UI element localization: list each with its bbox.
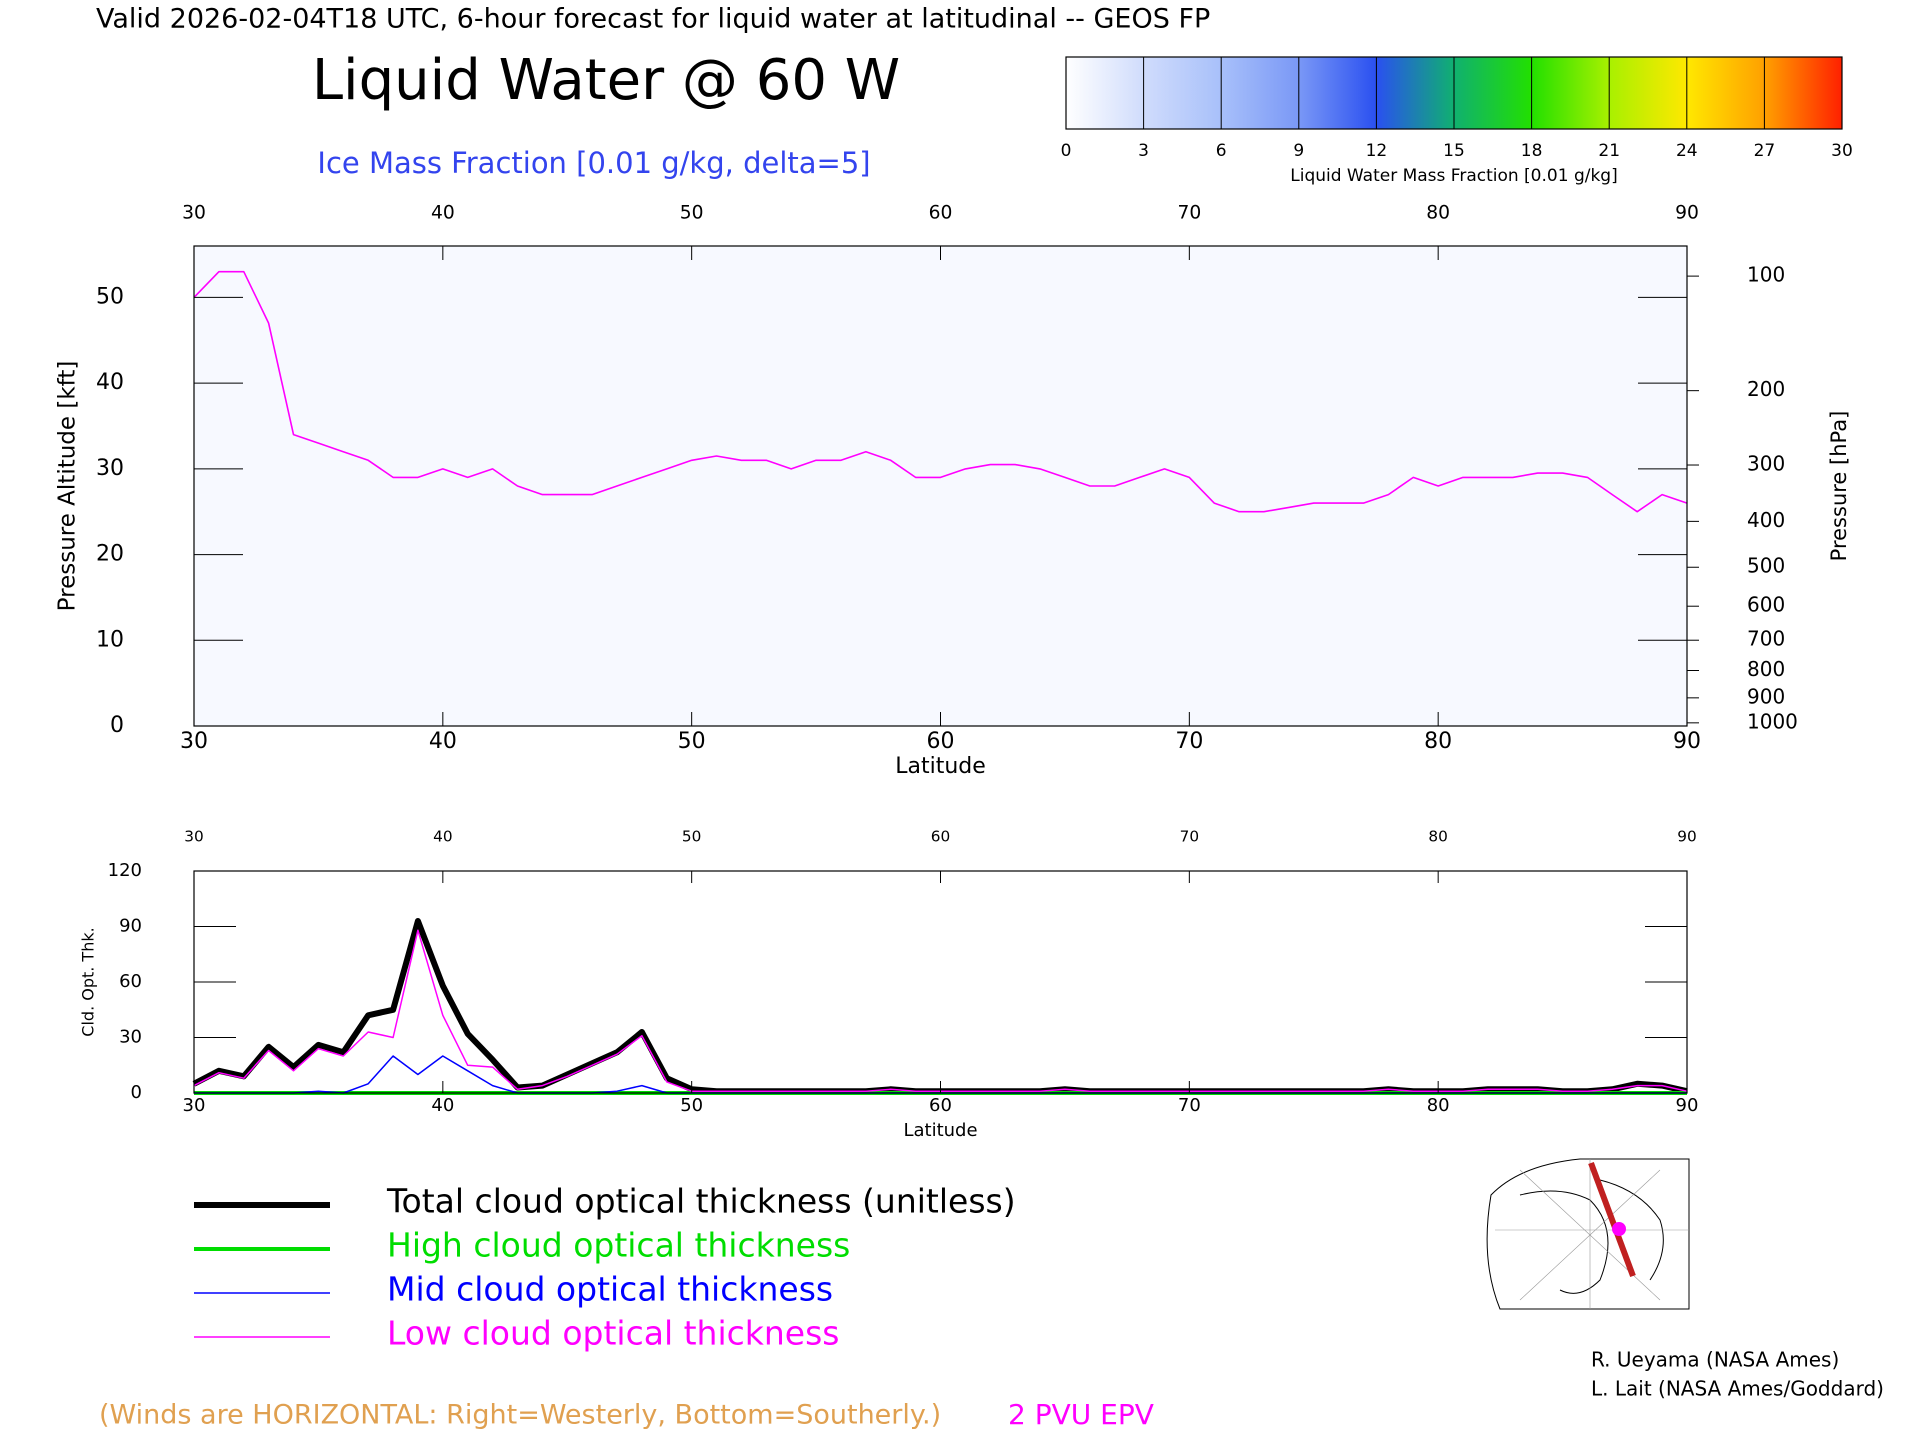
- y-tick-label: 0: [110, 713, 124, 738]
- y-axis-label: Pressure Altitude [kft]: [55, 361, 81, 612]
- legend-entry: Low cloud optical thickness: [387, 1314, 839, 1353]
- x-tick-label: 80: [1427, 1095, 1450, 1116]
- y-tick-label: 30: [96, 456, 124, 481]
- legend-entry: Total cloud optical thickness (unitless): [386, 1182, 1016, 1221]
- x-tick-label-top: 60: [931, 828, 950, 846]
- x-tick-label: 40: [431, 1095, 454, 1116]
- y2-tick-label: 500: [1747, 554, 1785, 578]
- series-line: [193, 270, 1688, 513]
- map-frame: [1486, 1158, 1690, 1310]
- colorbar-tick-label: 15: [1443, 141, 1465, 161]
- x-axis-label: Latitude: [895, 754, 986, 779]
- x-tick-label-top: 30: [184, 828, 203, 846]
- y2-tick-label: 900: [1747, 684, 1785, 708]
- coast: [1519, 1190, 1609, 1294]
- x-tick-label: 50: [678, 729, 706, 754]
- x-tick-label-top: 30: [182, 203, 206, 224]
- y-tick-label: 120: [108, 860, 142, 881]
- plot-area: [194, 246, 1687, 726]
- colorbar-tick-label: 30: [1831, 141, 1853, 161]
- y-tick-label: 30: [119, 1027, 142, 1048]
- colorbar-tick-label: 21: [1598, 141, 1620, 161]
- x-tick-label: 90: [1673, 729, 1701, 754]
- colorbar-tick-label: 6: [1216, 141, 1227, 161]
- colorbar-tick-label: 3: [1138, 141, 1149, 161]
- y2-tick-label: 1000: [1747, 709, 1798, 733]
- colorbar-tick-label: 12: [1366, 141, 1388, 161]
- plot-area: [194, 871, 1687, 1093]
- y-tick-label: 10: [96, 627, 124, 652]
- coast: [1599, 1179, 1664, 1281]
- colorbar-tick-label: 0: [1061, 141, 1072, 161]
- x-tick-label: 90: [1676, 1095, 1699, 1116]
- x-tick-label-top: 40: [431, 203, 455, 224]
- x-tick-label-top: 80: [1426, 203, 1450, 224]
- x-tick-label-top: 50: [680, 203, 704, 224]
- footnote: (Winds are HORIZONTAL: Right=Westerly, B…: [99, 1400, 941, 1431]
- legend-entry: Mid cloud optical thickness: [387, 1270, 833, 1309]
- y2-tick-label: 700: [1747, 627, 1785, 651]
- x-tick-label: 70: [1178, 1095, 1201, 1116]
- x-tick-label: 30: [183, 1095, 206, 1116]
- y-tick-label: 60: [119, 971, 142, 992]
- colorbar-tick-label: 24: [1676, 141, 1698, 161]
- locator-map: [1486, 1158, 1690, 1310]
- y2-tick-label: 600: [1747, 593, 1785, 617]
- x-tick-label-top: 60: [929, 203, 953, 224]
- colorbar-tick-label: 27: [1754, 141, 1776, 161]
- y2-tick-label: 200: [1747, 377, 1785, 401]
- y2-tick-label: 100: [1747, 263, 1785, 287]
- y-tick-label: 50: [96, 284, 124, 309]
- x-axis-label: Latitude: [903, 1120, 977, 1141]
- x-tick-label-top: 70: [1180, 828, 1199, 846]
- section-center: [1612, 1222, 1626, 1236]
- x-tick-label-top: 70: [1177, 203, 1201, 224]
- x-tick-label: 80: [1424, 729, 1452, 754]
- x-tick-label-top: 90: [1677, 828, 1696, 846]
- y2-tick-label: 400: [1747, 508, 1785, 532]
- x-tick-label-top: 90: [1675, 203, 1699, 224]
- x-tick-label: 60: [929, 1095, 952, 1116]
- y2-axis-label: Pressure [hPa]: [1827, 411, 1851, 562]
- y2-tick-label: 300: [1747, 452, 1785, 476]
- x-tick-label-top: 40: [433, 828, 452, 846]
- y-tick-label: 20: [96, 542, 124, 567]
- y-axis-label: Cld. Opt. Thk.: [79, 927, 98, 1036]
- y-tick-label: 90: [119, 916, 142, 937]
- y2-tick-label: 800: [1747, 657, 1785, 681]
- x-tick-label: 40: [429, 729, 457, 754]
- x-tick-label-top: 50: [682, 828, 701, 846]
- graticule: [1495, 1159, 1689, 1309]
- legend-entry: 2 PVU EPV: [1008, 1398, 1154, 1431]
- credit: L. Lait (NASA Ames/Goddard): [1591, 1377, 1884, 1401]
- x-tick-label: 30: [180, 729, 208, 754]
- y-tick-label: 40: [96, 370, 124, 395]
- colorbar-label: Liquid Water Mass Fraction [0.01 g/kg]: [1290, 166, 1617, 186]
- x-tick-label-top: 80: [1428, 828, 1447, 846]
- x-tick-label: 60: [927, 729, 955, 754]
- colorbar-tick-label: 18: [1521, 141, 1543, 161]
- legend-entry: High cloud optical thickness: [387, 1226, 850, 1265]
- header: Valid 2026-02-04T18 UTC, 6-hour forecast…: [96, 4, 1210, 35]
- colorbar-tick-label: 9: [1293, 141, 1304, 161]
- x-tick-label: 70: [1175, 729, 1203, 754]
- y-tick-label: 0: [131, 1082, 142, 1103]
- chart-title: Liquid Water @ 60 W: [312, 48, 900, 113]
- section-line: [1588, 1161, 1636, 1278]
- chart-subtitle: Ice Mass Fraction [0.01 g/kg, delta=5]: [317, 146, 870, 180]
- x-tick-label: 50: [680, 1095, 703, 1116]
- credit: R. Ueyama (NASA Ames): [1591, 1348, 1839, 1372]
